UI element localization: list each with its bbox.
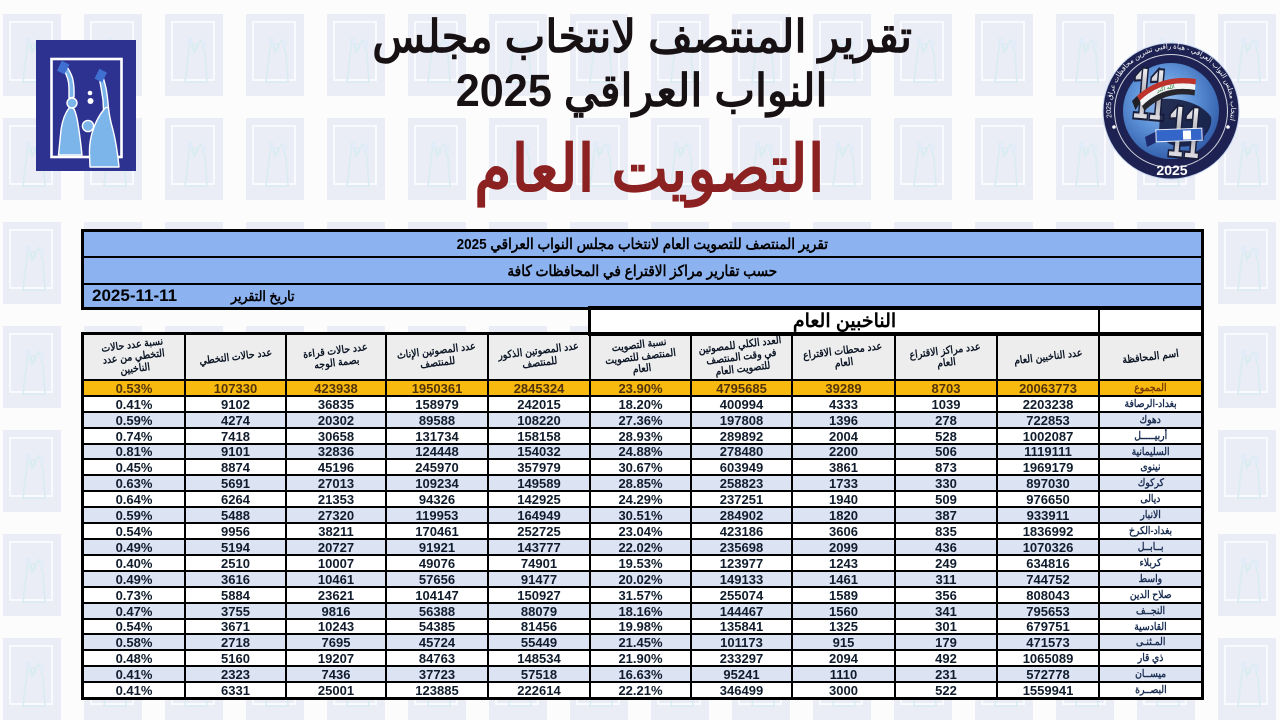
svg-text:الله اكبر: الله اكبر	[1155, 83, 1176, 94]
svg-text:2025: 2025	[1156, 162, 1187, 178]
